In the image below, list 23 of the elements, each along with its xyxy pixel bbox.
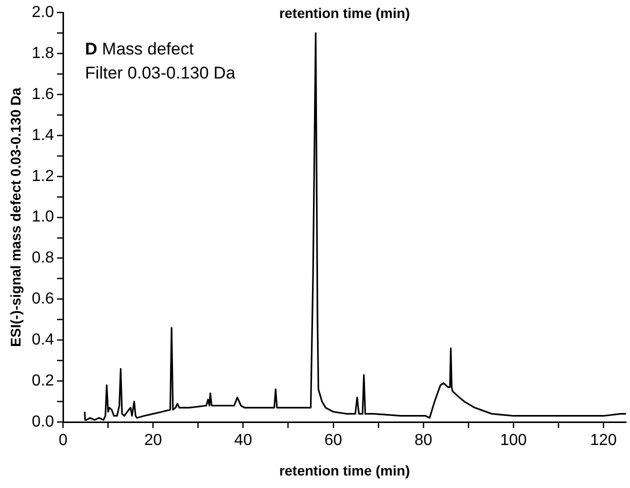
- x-tick-label: 40: [234, 432, 252, 450]
- y-axis-title: ESI(-)-signal mass defect 0.03-0.130 Da: [7, 88, 24, 347]
- y-tick-label: 0.4: [32, 332, 54, 349]
- annotation: Filter 0.03-0.130 Da: [85, 64, 236, 83]
- x-tick-label: 60: [324, 432, 342, 450]
- x-tick-label: 0: [58, 432, 68, 450]
- y-tick-label: 0.0: [32, 413, 54, 430]
- y-tick-label: 0.8: [32, 250, 54, 267]
- x-axis-title: retention time (min): [279, 462, 410, 478]
- y-tick-label: 1.2: [32, 168, 54, 185]
- y-tick-label: 1.4: [32, 126, 54, 144]
- x2-axis-title: retention time (min): [279, 5, 410, 21]
- y-tick-label: 2.0: [32, 4, 54, 22]
- annotation: D Mass defect: [85, 40, 194, 59]
- x-tick-label: 20: [144, 432, 162, 450]
- x-tick-label: 100: [500, 432, 527, 450]
- y-tick-label: 0.2: [32, 372, 54, 390]
- x-tick-label: 120: [590, 432, 617, 450]
- y-tick-label: 0.6: [32, 290, 54, 308]
- y-tick-label: 1.0: [32, 208, 54, 226]
- y-tick-label: 1.8: [32, 44, 54, 62]
- y-tick-label: 1.6: [32, 86, 54, 103]
- x-tick-label: 80: [414, 432, 432, 450]
